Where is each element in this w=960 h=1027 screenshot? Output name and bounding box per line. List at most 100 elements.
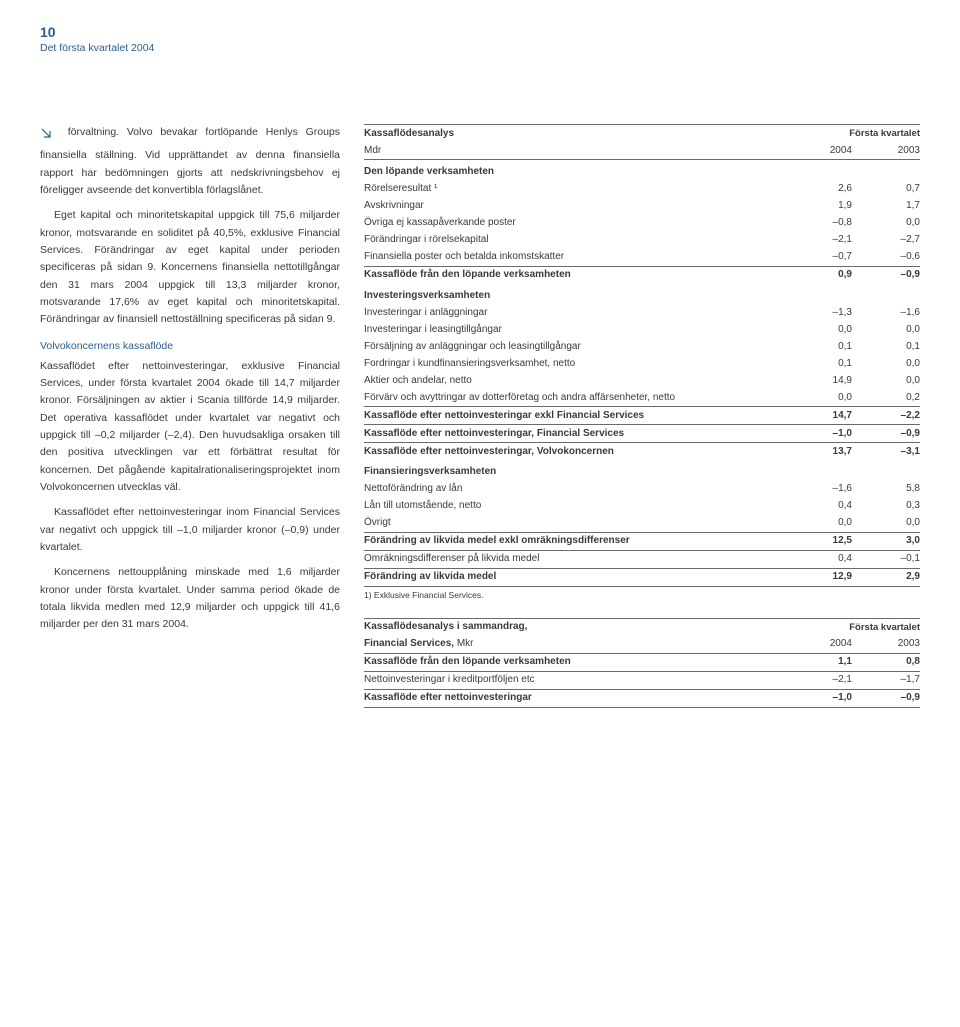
- table-row-label: Förändring av likvida medel exkl omräkni…: [364, 532, 784, 550]
- table-row: Kassaflöde från den löpande verksamheten…: [364, 653, 920, 671]
- table-row-value-2003: 2,9: [852, 568, 920, 586]
- table2-unit: Mkr: [457, 638, 474, 649]
- table-row-value-2003: –0,9: [852, 425, 920, 443]
- table-row: Finansiella poster och betalda inkomstsk…: [364, 249, 920, 267]
- table-row: Nettoinvesteringar i kreditportföljen et…: [364, 671, 920, 689]
- table-row-label: Kassaflöde efter nettoinvesteringar, Fin…: [364, 425, 784, 443]
- table-row-value-2003: –1,7: [852, 671, 920, 689]
- table-row-label: Förvärv och avyttringar av dotterföretag…: [364, 389, 784, 407]
- table-row-label: Investeringar i anläggningar: [364, 304, 784, 321]
- table-row-label: Nettoinvesteringar i kreditportföljen et…: [364, 671, 784, 689]
- table-row-value-2004: –1,6: [784, 481, 852, 498]
- table-row: Kassaflöde efter nettoinvesteringar, Vol…: [364, 443, 920, 461]
- table-row: Försäljning av anläggningar och leasingt…: [364, 338, 920, 355]
- table-row-value-2003: –3,1: [852, 443, 920, 461]
- table-row-label: Investeringar i leasingtillgångar: [364, 321, 784, 338]
- table-row-value-2003: 0,0: [852, 372, 920, 389]
- table-row-value-2003: 0,0: [852, 321, 920, 338]
- body-para-1: förvaltning. Volvo bevakar fortlöpande H…: [40, 126, 340, 196]
- table-row-label: Övriga ej kassapåverkande poster: [364, 215, 784, 232]
- body-subheading: Volvokoncernens kassaflöde: [40, 338, 340, 355]
- table-row: Förändringar i rörelsekapital–2,1–2,7: [364, 232, 920, 249]
- table-row: Finansieringsverksamheten: [364, 460, 920, 481]
- table-row-label: Förändringar i rörelsekapital: [364, 232, 784, 249]
- table-row: Förvärv och avyttringar av dotterföretag…: [364, 389, 920, 407]
- table-row-label: Kassaflöde från den löpande verksamheten: [364, 653, 784, 671]
- table-row-value-2004: 0,1: [784, 338, 852, 355]
- table-row-value-2003: 0,0: [852, 215, 920, 232]
- table-row-value-2004: 0,9: [784, 266, 852, 284]
- table-section-header: Investeringsverksamheten: [364, 284, 920, 305]
- table-row-value-2003: 0,7: [852, 181, 920, 198]
- table-row-label: Lån till utomstående, netto: [364, 498, 784, 515]
- table-row-value-2003: 5,8: [852, 481, 920, 498]
- table1-footnote: 1) Exklusive Financial Services.: [364, 587, 920, 600]
- table2-col-super: Första kvartalet: [784, 618, 920, 636]
- table-row-label: Försäljning av anläggningar och leasingt…: [364, 338, 784, 355]
- table-row-value-2003: 0,0: [852, 515, 920, 533]
- body-para-2: Eget kapital och minoritetskapital upp­g…: [40, 207, 340, 328]
- table-row: Lån till utomstående, netto0,40,3: [364, 498, 920, 515]
- table-row-value-2004: 13,7: [784, 443, 852, 461]
- table-section-header: Den löpande verksamheten: [364, 160, 920, 181]
- tables-column: Kassaflödesanalys Första kvartalet Mdr 2…: [364, 124, 920, 708]
- body-column: förvaltning. Volvo bevakar fortlöpande H…: [40, 124, 340, 708]
- table-row-value-2004: 0,0: [784, 389, 852, 407]
- page-subtitle: Det första kvartalet 2004: [40, 42, 920, 54]
- table-row-value-2004: –1,0: [784, 689, 852, 707]
- table-row-value-2004: 0,4: [784, 550, 852, 568]
- table-row-value-2004: 1,9: [784, 198, 852, 215]
- table-row-label: Kassaflöde från den löpande verksamheten: [364, 266, 784, 284]
- table-row: Kassaflöde från den löpande verksamheten…: [364, 266, 920, 284]
- table-row-value-2004: –2,1: [784, 671, 852, 689]
- table2-col2: 2003: [852, 636, 920, 654]
- table-row-value-2003: –1,6: [852, 304, 920, 321]
- table1-col-super: Första kvartalet: [784, 125, 920, 143]
- table-row: Den löpande verksamheten: [364, 160, 920, 181]
- financial-services-cashflow-table: Kassaflödesanalys i sammandrag, Första k…: [364, 618, 920, 708]
- table-row-value-2004: 1,1: [784, 653, 852, 671]
- table-row: Investeringar i anläggningar–1,3–1,6: [364, 304, 920, 321]
- table-row-value-2004: –2,1: [784, 232, 852, 249]
- table2-title-line2: Financial Services,: [364, 638, 457, 649]
- table-row: Omräkningsdifferenser på likvida medel0,…: [364, 550, 920, 568]
- table-row-value-2004: –0,8: [784, 215, 852, 232]
- table-row-value-2003: –2,7: [852, 232, 920, 249]
- table-row-label: Finansiella poster och betalda inkomstsk…: [364, 249, 784, 267]
- table-row-label: Kassaflöde efter nettoinvesteringar, Vol…: [364, 443, 784, 461]
- table-row: Kassaflöde efter nettoinvesteringar, Fin…: [364, 425, 920, 443]
- table-row-value-2003: –2,2: [852, 407, 920, 425]
- table-row: Fordringar i kundfinansieringsverksamhet…: [364, 355, 920, 372]
- table-row-value-2004: 12,5: [784, 532, 852, 550]
- table-row-value-2004: 0,4: [784, 498, 852, 515]
- table1-title: Kassaflödesanalys: [364, 125, 784, 143]
- table-row-value-2004: 12,9: [784, 568, 852, 586]
- table-row-value-2003: 0,3: [852, 498, 920, 515]
- table-row: Förändring av likvida medel12,92,9: [364, 568, 920, 586]
- table-row: Nettoförändring av lån–1,65,8: [364, 481, 920, 498]
- table-row-value-2003: 3,0: [852, 532, 920, 550]
- cashflow-table: Kassaflödesanalys Första kvartalet Mdr 2…: [364, 124, 920, 587]
- table-row-value-2003: 0,0: [852, 355, 920, 372]
- table-row: Aktier och andelar, netto14,90,0: [364, 372, 920, 389]
- table-row-value-2003: 0,2: [852, 389, 920, 407]
- table-row-label: Övrigt: [364, 515, 784, 533]
- table-row: Övrigt0,00,0: [364, 515, 920, 533]
- table1-col2: 2003: [852, 142, 920, 160]
- table-row: Övriga ej kassapåverkande poster–0,80,0: [364, 215, 920, 232]
- table-row-value-2004: –1,0: [784, 425, 852, 443]
- table-row: Förändring av likvida medel exkl omräkni…: [364, 532, 920, 550]
- table-row: Kassaflöde efter nettoinvesteringar exkl…: [364, 407, 920, 425]
- table-row-label: Fordringar i kundfinansieringsverksamhet…: [364, 355, 784, 372]
- table1-col1: 2004: [784, 142, 852, 160]
- table-row-value-2003: 0,1: [852, 338, 920, 355]
- table-row-value-2003: –0,6: [852, 249, 920, 267]
- table-row-value-2003: –0,9: [852, 689, 920, 707]
- table-row-value-2004: –1,3: [784, 304, 852, 321]
- table-row-label: Kassaflöde efter nettoinvesteringar exkl…: [364, 407, 784, 425]
- body-para-4: Kassaflödet efter nettoinvesteringar ino…: [40, 504, 340, 556]
- table-row: Investeringar i leasingtillgångar0,00,0: [364, 321, 920, 338]
- table-row-value-2004: 14,7: [784, 407, 852, 425]
- table-row: Avskrivningar1,91,7: [364, 198, 920, 215]
- table-row-value-2004: 0,0: [784, 321, 852, 338]
